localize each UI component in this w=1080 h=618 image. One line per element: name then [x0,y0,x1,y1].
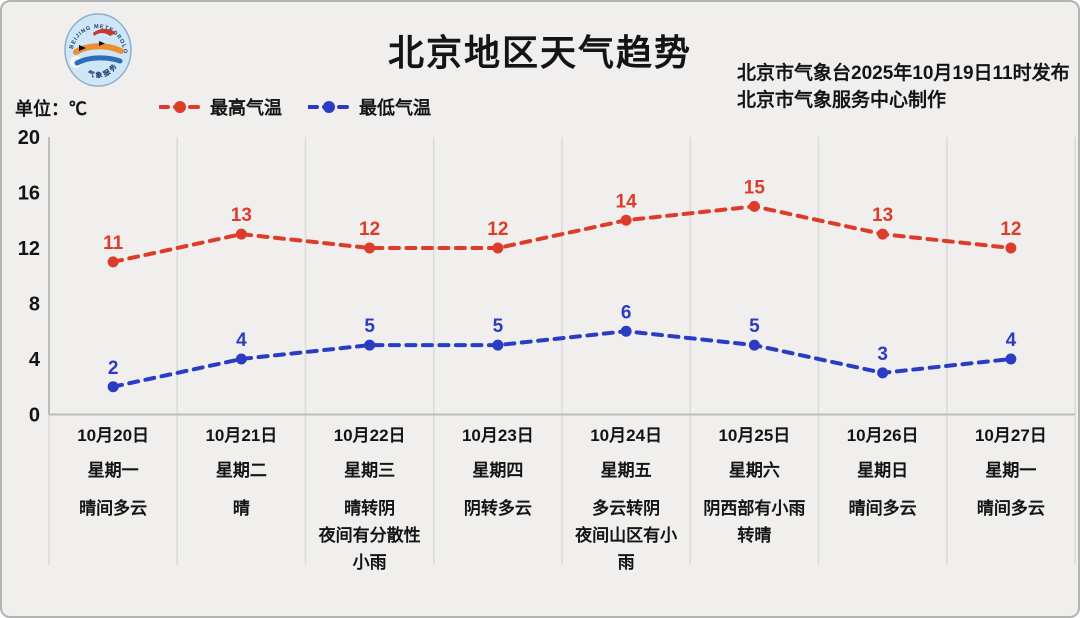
data-point-label: 12 [359,219,380,240]
beijing-meteorological-service-logo: BEIJING METEOROLOGICAL SERVICE 气象服务 [63,12,132,87]
data-point-label: 12 [1000,219,1021,240]
legend: 最高气温 最低气温 [159,94,431,120]
data-point-label: 2 [108,358,119,379]
legend-item-low: 最低气温 [308,94,431,120]
day-weekday: 星期三 [344,461,396,480]
day-date: 10月20日 [77,426,150,445]
day-weather: 阴转多云 [463,499,532,518]
day-column: 10月24日 星期五多云转阴 夜间山区有小 雨 [562,426,690,576]
day-weekday: 星期二 [215,461,267,480]
day-weather: 晴转阴 夜间有分散性 小雨 [318,499,421,572]
data-point-label: 5 [364,316,375,337]
data-point-label: 4 [1006,330,1017,351]
day-date: 10月24日 [590,426,663,445]
day-column: 10月20日 星期一晴间多云 [49,426,177,522]
data-point [492,339,504,351]
data-point [877,367,889,379]
day-date: 10月22日 [333,426,406,445]
day-column: 10月25日 星期六阴西部有小雨 转晴 [690,426,818,549]
data-point-label: 5 [749,316,760,337]
day-weather: 晴间多云 [848,499,917,518]
y-tick-label: 4 [29,349,41,371]
data-point-label: 6 [621,302,632,323]
data-point [107,256,119,268]
day-column: 10月26日 星期日晴间多云 [819,426,947,522]
data-point [107,381,119,393]
data-point-label: 15 [744,177,766,198]
data-point [235,353,247,365]
data-point-label: 4 [236,330,247,351]
data-point [620,325,632,337]
y-tick-label: 12 [18,238,40,260]
day-weather: 阴西部有小雨 转晴 [703,499,806,545]
publish-info: 北京市气象台2025年10月19日11时发布 北京市气象服务中心制作 [737,60,1070,114]
logo-red-ribbon [93,28,116,36]
legend-label-high: 最高气温 [210,98,282,118]
data-point [492,242,504,254]
day-weather: 晴间多云 [976,499,1045,518]
y-tick-label: 8 [29,294,40,316]
day-column: 10月22日 星期三晴转阴 夜间有分散性 小雨 [306,426,434,576]
low-temp-line-icon [308,101,350,113]
data-point-label: 3 [877,344,888,365]
day-date: 10月26日 [846,426,919,445]
day-column: 10月23日 星期四阴转多云 [434,426,562,522]
publish-line1: 北京市气象台2025年10月19日11时发布 [737,63,1070,84]
series-line [111,204,1013,264]
day-weather: 多云转阴 夜间山区有小 雨 [575,499,678,572]
legend-item-high: 最高气温 [159,94,282,120]
unit-label: 单位：℃ [15,99,87,119]
data-point [748,200,760,212]
day-weekday: 星期四 [472,461,524,480]
y-tick-label: 20 [18,127,40,149]
day-date: 10月25日 [718,426,791,445]
data-point-label: 14 [616,191,638,212]
data-point-label: 13 [872,205,893,226]
data-point [748,339,760,351]
data-point [364,339,376,351]
data-point-label: 11 [103,233,124,254]
data-point-label: 12 [487,219,508,240]
data-point [1005,353,1017,365]
day-weather: 晴 [232,499,250,518]
logo-blue-swoosh [74,55,123,66]
day-weekday: 星期六 [728,461,780,480]
day-date: 10月21日 [205,426,278,445]
data-point [1005,242,1017,254]
day-column: 10月27日 星期一晴间多云 [947,426,1075,522]
data-point [235,228,247,240]
y-tick-label: 16 [18,183,40,205]
publish-line2: 北京市气象服务中心制作 [737,90,947,111]
logo-arrow-icon [79,45,86,51]
logo-arrow-icon [99,41,105,46]
data-point [364,242,376,254]
y-tick-label: 0 [29,405,40,427]
day-weekday: 星期一 [87,461,139,480]
data-point [620,214,632,226]
day-weather: 晴间多云 [79,499,148,518]
day-weekday: 星期五 [600,461,652,480]
legend-label-low: 最低气温 [359,98,431,118]
data-point-label: 5 [493,316,504,337]
high-temp-line-icon [159,101,201,113]
data-point-label: 13 [231,205,252,226]
day-weekday: 星期日 [857,461,909,480]
day-date: 10月23日 [461,426,534,445]
day-date: 10月27日 [974,426,1047,445]
data-point [877,228,889,240]
day-weekday: 星期一 [985,461,1037,480]
day-column: 10月21日 星期二晴 [177,426,305,522]
page-title: 北京地区天气趋势 [387,32,692,73]
series-line [111,329,1013,389]
